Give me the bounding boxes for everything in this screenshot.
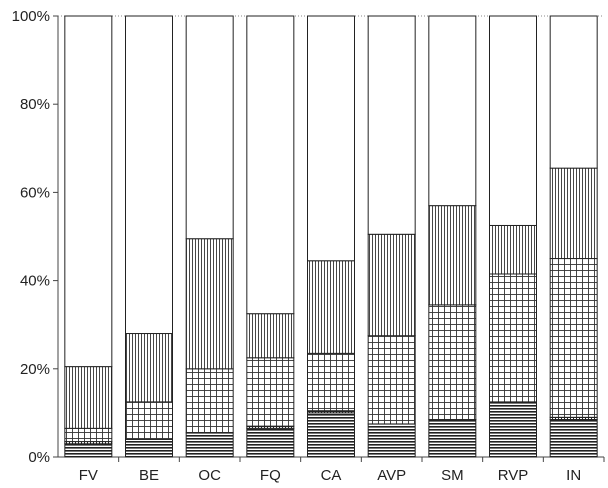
bar-segment-horizontal-lines xyxy=(307,412,355,458)
x-tick-label: FV xyxy=(79,467,98,484)
bar-segment-grid xyxy=(125,401,173,440)
x-tick-label: RVP xyxy=(498,467,529,484)
bar-segment-blank xyxy=(428,15,477,207)
bar-segment-vertical-lines xyxy=(489,224,537,275)
bar-segment-vertical-lines xyxy=(246,313,295,359)
x-tick-label: AVP xyxy=(377,467,406,484)
bar-segment-horizontal-lines xyxy=(489,401,537,458)
bar-segment-horizontal-lines xyxy=(367,423,416,458)
y-tick-label: 20% xyxy=(20,361,50,378)
bar-segment-horizontal-lines xyxy=(246,427,295,458)
bar-segment-blank xyxy=(489,15,537,226)
x-tick-label: BE xyxy=(139,467,159,484)
bar-segment-grid xyxy=(367,335,416,425)
bar-segment-horizontal-lines xyxy=(125,438,173,458)
y-tick-label: 60% xyxy=(20,184,50,201)
bar-segment-vertical-lines xyxy=(367,233,416,337)
bar-segment-horizontal-lines xyxy=(185,432,234,458)
bar-segment-horizontal-lines xyxy=(64,443,113,458)
bar-segment-grid xyxy=(549,258,598,418)
x-tick-label: OC xyxy=(198,467,221,484)
bar-segment-blank xyxy=(367,15,416,235)
x-tick-label: CA xyxy=(321,467,342,484)
bar-segment-grid xyxy=(489,273,537,403)
bar-segment-horizontal-lines xyxy=(549,419,598,458)
bar-segment-grid xyxy=(428,304,477,421)
bar-segment-vertical-lines xyxy=(64,366,113,429)
bar-segment-vertical-lines xyxy=(125,333,173,403)
bar-segment-blank xyxy=(185,15,234,240)
bar-segment-vertical-lines xyxy=(307,260,355,354)
x-tick-label: SM xyxy=(441,467,464,484)
bar-segment-vertical-lines xyxy=(185,238,234,370)
bar-segment-vertical-lines xyxy=(549,167,598,260)
bar-segment-blank xyxy=(125,15,173,335)
bar-segment-blank xyxy=(64,15,113,368)
bar-segment-vertical-lines xyxy=(428,205,477,306)
x-tick-label: FQ xyxy=(260,467,281,484)
labels-layer: 0% 20% 40% 60% 80% 100% FV BE OC FQ CA AVP SM RVP IN xyxy=(12,8,582,484)
bar-segment-blank xyxy=(246,15,295,315)
bars-layer xyxy=(64,15,598,458)
bar-segment-blank xyxy=(307,15,355,262)
bar-segment-blank xyxy=(549,15,598,169)
x-tick-label: IN xyxy=(566,467,581,484)
bar-segment-horizontal-lines xyxy=(428,419,477,458)
bar-segment-grid xyxy=(307,352,355,412)
bar-segment-grid xyxy=(246,357,295,427)
y-tick-label: 80% xyxy=(20,96,50,113)
y-tick-label: 100% xyxy=(12,8,50,25)
bar-segment-grid xyxy=(185,368,234,434)
y-tick-label: 40% xyxy=(20,273,50,290)
y-tick-label: 0% xyxy=(28,449,50,466)
bar-segment-grid xyxy=(64,427,113,443)
